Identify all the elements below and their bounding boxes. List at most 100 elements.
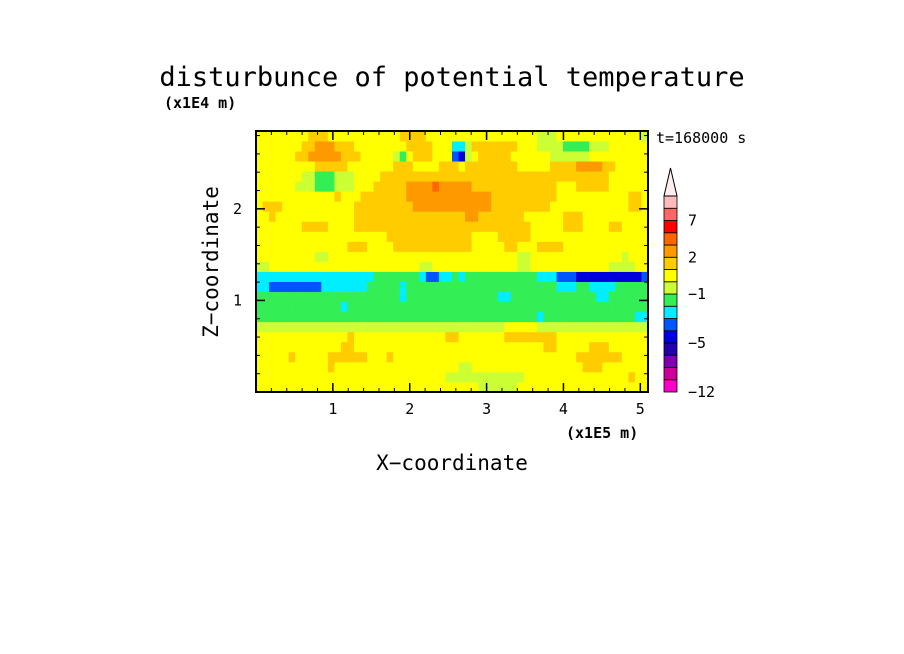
contour-cell [465,181,472,192]
contour-cell [314,171,322,182]
contour-cell [354,141,361,152]
contour-cell [491,351,499,363]
contour-cell [491,181,499,192]
contour-cell [360,331,368,343]
contour-cell [354,361,361,373]
contour-cell [628,281,636,293]
contour-cell [497,221,505,232]
contour-cell [517,301,525,313]
contour-cell [386,301,394,313]
contour-cell [550,381,557,393]
contour-cell [458,261,466,272]
contour-cell [621,211,629,222]
contour-cell [282,321,290,333]
contour-cell [634,251,642,262]
contour-cell [269,361,276,373]
contour-cell [438,351,446,363]
contour-cell [256,261,263,272]
contour-cell [406,351,414,363]
contour-cell [412,151,420,162]
contour-cell [347,221,355,232]
contour-cell [334,171,342,182]
contour-cell [314,211,322,222]
contour-cell [321,331,329,343]
contour-cell [517,251,525,262]
contour-cell [452,361,459,373]
contour-cell [458,351,466,363]
contour-cell [491,241,499,252]
contour-cell [308,371,316,383]
contour-cell [465,361,472,373]
contour-cell [406,271,414,282]
contour-cell [327,241,335,252]
contour-cell [419,151,427,162]
contour-cell [432,331,440,343]
contour-cell [340,241,348,252]
contour-cell [386,171,394,182]
contour-cell [406,341,414,353]
contour-cell [367,161,374,172]
contour-cell [523,341,531,353]
contour-cell [504,191,512,202]
contour-cell [373,321,381,333]
contour-cell [314,291,322,303]
contour-cell [458,161,466,172]
contour-cell [517,371,525,383]
contour-cell [530,191,538,202]
contour-cell [510,241,518,252]
contour-cell [517,341,525,353]
contour-cell [634,211,642,222]
contour-cell [295,281,303,293]
contour-cell [256,221,263,232]
contour-cell [445,241,453,252]
contour-cell [269,171,276,182]
contour-cell [275,201,283,212]
contour-cell [295,271,303,282]
contour-cell [399,211,407,222]
contour-cell [484,311,492,323]
contour-cell [327,381,335,393]
contour-cell [373,231,381,242]
contour-cell [615,261,623,272]
contour-cell [510,331,518,343]
contour-cell [491,161,499,172]
colorbar-swatch [663,220,678,234]
contour-cell [504,261,512,272]
contour-cell [550,311,557,323]
contour-cell [295,321,303,333]
contour-cell [458,381,466,393]
contour-cell [530,171,538,182]
contour-cell [295,351,303,363]
contour-cell [536,331,544,343]
contour-cell [445,191,453,202]
contour-cell [393,261,401,272]
colorbar-swatch [663,293,678,307]
contour-cell [491,341,499,353]
contour-cell [484,381,492,393]
contour-cell [327,251,335,262]
contour-cell [634,281,642,293]
contour-cell [608,201,616,212]
contour-cell [517,261,525,272]
contour-cell [275,231,283,242]
contour-cell [602,261,610,272]
contour-cell [491,361,499,373]
contour-cell [321,301,329,313]
contour-cell [308,241,316,252]
contour-cell [458,301,466,313]
contour-cell [314,301,322,313]
contour-cell [432,281,440,293]
y-tick-label: 1 [233,291,242,309]
contour-cell [399,201,407,212]
contour-cell [543,351,551,363]
contour-cell [504,281,512,293]
contour-cell [550,361,557,373]
contour-cell [536,201,544,212]
contour-cell [275,331,283,343]
contour-cell [438,191,446,202]
contour-cell [393,231,401,242]
contour-cell [282,171,290,182]
contour-cell [399,341,407,353]
contour-cell [367,231,374,242]
contour-cell [543,211,551,222]
